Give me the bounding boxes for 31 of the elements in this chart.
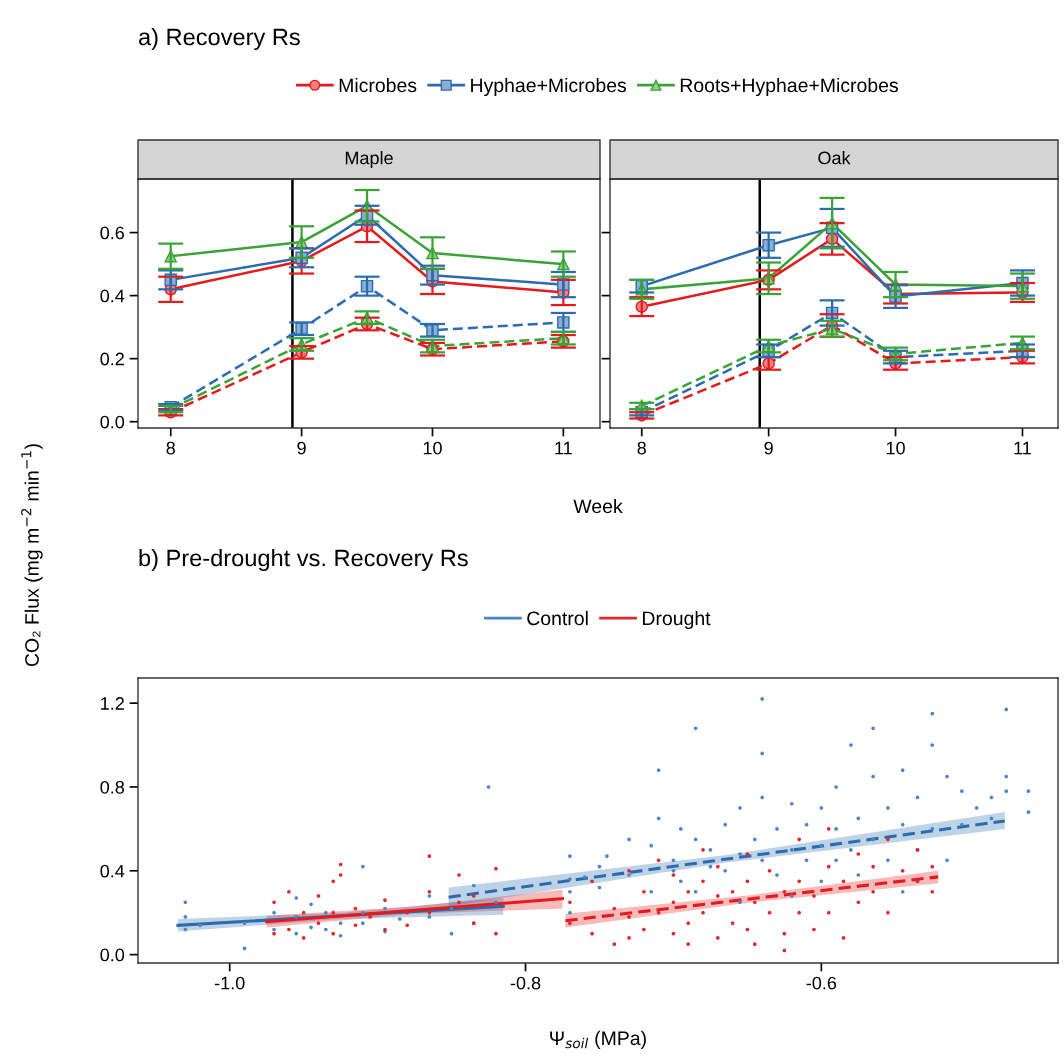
y-axis-title: CO₂ Flux (mg m$^{−2}$ min$^{−1}$)	[21, 444, 43, 667]
y-tick-label: 0.4	[100, 864, 125, 878]
x-tick-label: -1.0	[214, 976, 245, 990]
x-axis-title: Week	[573, 498, 623, 514]
chart-title: a) Recovery Rs	[139, 28, 300, 50]
legend-label: Hyphae+Microbes	[471, 77, 627, 97]
x-tick-label: 9	[764, 441, 773, 455]
x-tick-label: 10	[886, 441, 905, 455]
legend-label: Roots+Hyphae+Microbes	[680, 77, 898, 97]
y-tick-label: 0.2	[100, 352, 124, 366]
chart-title: b) Pre-drought vs. Recovery Rs	[139, 548, 468, 572]
x-tick-label: 9	[297, 441, 306, 455]
y-tick-label: 0.8	[100, 780, 125, 794]
y-tick-label: 0.0	[100, 415, 125, 429]
x-tick-label: -0.8	[510, 976, 541, 990]
legend-label: Control	[527, 610, 588, 626]
x-tick-label: 11	[1014, 441, 1031, 455]
x-axis-title: Ψ$_{soil}$ (MPa)	[550, 1030, 646, 1049]
y-tick-label: 0.4	[100, 289, 125, 303]
x-tick-label: 8	[637, 441, 646, 455]
x-tick-label: 8	[166, 441, 175, 455]
x-tick-label: 11	[555, 441, 572, 455]
chart-subtitle: Oak	[818, 151, 851, 165]
legend-label: Drought	[643, 610, 711, 630]
y-tick-label: 0.0	[100, 948, 125, 962]
legend-label: Microbes	[339, 77, 417, 93]
x-tick-label: -0.6	[806, 976, 837, 990]
x-tick-label: 10	[423, 441, 442, 455]
y-tick-label: 0.6	[100, 226, 125, 240]
y-tick-label: 1.2	[101, 697, 124, 710]
chart-subtitle: Maple	[345, 151, 393, 168]
